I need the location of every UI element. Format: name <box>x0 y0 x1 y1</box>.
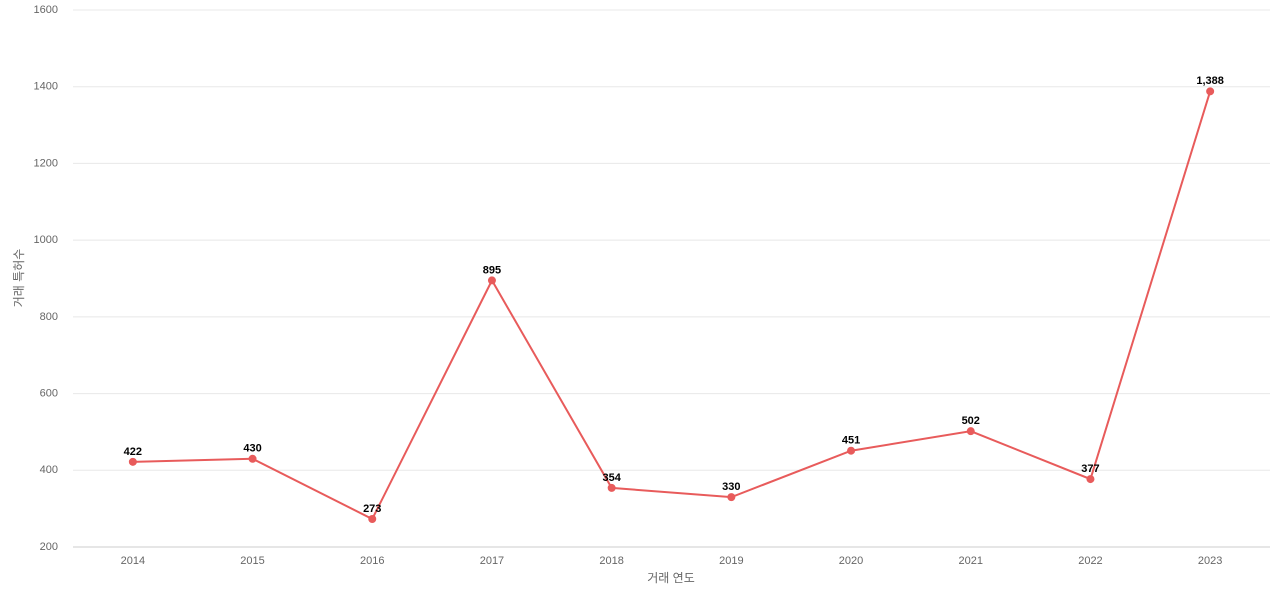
y-axis-label: 거래 특허수 <box>12 249 26 308</box>
value-label: 354 <box>602 472 621 484</box>
x-axis-label: 거래 연도 <box>647 571 695 585</box>
value-label: 502 <box>962 415 980 427</box>
line <box>132 91 1212 521</box>
y-tick-label: 1400 <box>34 81 58 93</box>
point <box>368 514 377 523</box>
y-tick-label: 800 <box>40 311 58 323</box>
value-label: 895 <box>483 264 501 276</box>
y-tick-label: 1200 <box>34 157 58 169</box>
x-tick-label: 2015 <box>240 555 264 567</box>
x-tick-label: 2016 <box>360 555 384 567</box>
x-tick-label: 2018 <box>599 555 623 567</box>
y-tick-label: 200 <box>40 541 58 553</box>
x-tick-label: 2020 <box>839 555 863 567</box>
value-label: 330 <box>722 481 740 493</box>
x-tick-label: 2014 <box>121 555 145 567</box>
y-tick-label: 600 <box>40 387 58 399</box>
value-label: 430 <box>243 443 261 455</box>
point <box>1206 87 1215 96</box>
value-label: 451 <box>842 435 860 447</box>
x-tick-label: 2019 <box>719 555 743 567</box>
point <box>727 493 736 502</box>
value-label: 422 <box>124 446 142 458</box>
point <box>607 483 616 492</box>
y-tick-label: 400 <box>40 464 58 476</box>
x-tick-label: 2021 <box>959 555 983 567</box>
value-label: 377 <box>1081 463 1099 475</box>
point <box>966 427 975 436</box>
value-label: 273 <box>363 503 381 515</box>
point <box>847 446 856 455</box>
x-tick-label: 2017 <box>480 555 504 567</box>
x-tick-label: 2023 <box>1198 555 1222 567</box>
value-label: 1,388 <box>1196 75 1224 87</box>
x-tick-label: 2022 <box>1078 555 1102 567</box>
y-tick-label: 1600 <box>34 4 58 16</box>
point <box>128 457 137 466</box>
point <box>487 276 496 285</box>
point <box>1086 475 1095 484</box>
point <box>248 454 257 463</box>
y-tick-label: 1000 <box>34 234 58 246</box>
